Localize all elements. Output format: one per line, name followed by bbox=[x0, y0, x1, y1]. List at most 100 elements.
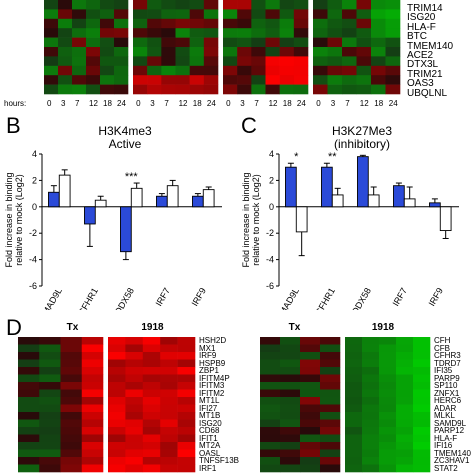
y-tick-label: -4 bbox=[266, 255, 274, 265]
heatmap-a-cell bbox=[251, 37, 266, 48]
heatmap-a-cell bbox=[251, 47, 266, 57]
heatmap-a-cell bbox=[203, 75, 219, 85]
heatmap-a-cell bbox=[385, 37, 401, 48]
heatmap-a-cell bbox=[189, 9, 205, 20]
heatmap-a-cell bbox=[265, 0, 280, 10]
heatmap-a bbox=[44, 0, 401, 95]
heatmap-a-cell bbox=[385, 28, 401, 38]
heatmap-a-cell bbox=[251, 9, 266, 20]
heatmap-a-cell bbox=[100, 9, 115, 20]
heatmap-a-cell bbox=[293, 84, 309, 95]
heatmap-a-cell bbox=[44, 75, 59, 85]
heatmap-a-cell bbox=[265, 28, 280, 38]
heatmap-a-cell bbox=[356, 47, 372, 57]
heatmap-a-cell bbox=[72, 18, 87, 29]
heatmap-a-cell bbox=[237, 84, 252, 95]
heatmap-a-cell bbox=[133, 28, 148, 38]
heatmap-a-cell bbox=[279, 9, 295, 20]
heatmap-a-cell bbox=[237, 56, 252, 67]
heatmap-a-cell bbox=[147, 18, 162, 29]
category-label: IRF9 bbox=[427, 286, 445, 308]
heatmap-a-cell bbox=[58, 9, 73, 20]
heatmap-a-cell bbox=[58, 0, 73, 10]
heatmap-a-cell bbox=[147, 65, 162, 76]
heatmap-a-cell bbox=[86, 9, 101, 20]
heatmap-a-gene-label: DTX3L bbox=[407, 59, 439, 71]
heatmap-a-cell bbox=[327, 56, 343, 67]
category-label: IRF7 bbox=[391, 286, 409, 308]
heatmap-a-gene-label: TRIM14 bbox=[407, 3, 443, 14]
heatmap-a-cell bbox=[265, 18, 280, 29]
heatmap-a-cell bbox=[237, 0, 252, 10]
panel-c-subtitle: (inhibitory) bbox=[333, 137, 390, 151]
heatmap-a-cell bbox=[72, 37, 87, 48]
heatmap-a-cell bbox=[327, 37, 343, 48]
heatmap-a-cell bbox=[342, 56, 357, 67]
heatmap-a-cell bbox=[385, 0, 401, 10]
heatmap-a-cell bbox=[251, 65, 266, 76]
heatmap-a-cell bbox=[147, 47, 162, 57]
heatmap-a-cell bbox=[223, 37, 238, 48]
y-tick-label: 2 bbox=[32, 175, 37, 185]
heatmap-a-cell bbox=[175, 75, 190, 85]
heatmap-a-cell bbox=[175, 37, 190, 48]
hour-tick: 0 bbox=[226, 99, 231, 108]
category-label: DDX58 bbox=[113, 286, 136, 310]
heatmap-a-cell bbox=[189, 56, 205, 67]
heatmap-a-cell bbox=[147, 37, 162, 48]
heatmap-a-cell bbox=[237, 18, 252, 29]
heatmap-a-cell bbox=[223, 47, 238, 57]
heatmap-a-cell bbox=[133, 9, 148, 20]
heatmap-a-cell bbox=[342, 75, 357, 85]
heatmap-a-cell bbox=[293, 47, 309, 57]
heatmap-a-cell bbox=[293, 37, 309, 48]
heatmap-a-cell bbox=[100, 37, 115, 48]
heatmap-a-cell bbox=[58, 65, 73, 76]
heatmap-a-cell bbox=[356, 84, 372, 95]
heatmap-a-cell bbox=[327, 75, 343, 85]
heatmap-a-cell bbox=[385, 9, 401, 20]
heatmap-a-cell bbox=[175, 28, 190, 38]
heatmap-a-cell bbox=[293, 28, 309, 38]
heatmap-a-cell bbox=[100, 18, 115, 29]
heatmap-a-cell bbox=[100, 28, 115, 38]
heatmap-a-cell bbox=[72, 28, 87, 38]
heatmap-a-gene-label: TMEM140 bbox=[407, 40, 454, 52]
heatmap-a-cell bbox=[251, 18, 266, 29]
y-axis-label: relative to mock (Log2) bbox=[14, 174, 24, 266]
heatmap-a-cell bbox=[133, 75, 148, 85]
heatmap-a-cell bbox=[147, 84, 162, 95]
heatmap-a-cell bbox=[327, 84, 343, 95]
heatmap-a-cell bbox=[86, 56, 101, 67]
heatmap-a-cell bbox=[313, 56, 328, 67]
heatmap-a-cell bbox=[356, 9, 372, 20]
heatmap-a-cell bbox=[237, 75, 252, 85]
heatmap-a-cell bbox=[58, 28, 73, 38]
y-axis-label: Fold increase in binding bbox=[241, 172, 251, 267]
hour-tick: 18 bbox=[192, 99, 202, 108]
heatmap-a-cell bbox=[175, 65, 190, 76]
heatmap-a-cell bbox=[58, 18, 73, 29]
bar bbox=[48, 191, 60, 208]
heatmap-a-cell bbox=[251, 0, 266, 10]
hour-tick: 12 bbox=[89, 99, 98, 108]
heatmap-a-cell bbox=[44, 9, 59, 20]
y-tick-label: -6 bbox=[266, 281, 274, 291]
heatmap-a-cell bbox=[313, 18, 328, 29]
heatmap-a-cell bbox=[100, 56, 115, 67]
hour-tick: 18 bbox=[103, 99, 112, 108]
heatmap-a-cell bbox=[203, 0, 219, 10]
heatmap-a-cell bbox=[44, 56, 59, 67]
heatmap-a-cell bbox=[265, 84, 280, 95]
hour-tick: 7 bbox=[254, 99, 259, 108]
hour-tick: 12 bbox=[178, 99, 188, 108]
heatmap-a-cell bbox=[175, 47, 190, 57]
heatmap-a-cell bbox=[223, 9, 238, 20]
heatmap-a-cell bbox=[279, 47, 295, 57]
heatmap-a-cell bbox=[114, 47, 129, 57]
heatmap-a-cell bbox=[44, 0, 59, 10]
bar bbox=[94, 199, 107, 208]
heatmap-a-cell bbox=[371, 56, 386, 67]
heatmap-a-cell bbox=[313, 37, 328, 48]
heatmap-a-cell bbox=[223, 75, 238, 85]
